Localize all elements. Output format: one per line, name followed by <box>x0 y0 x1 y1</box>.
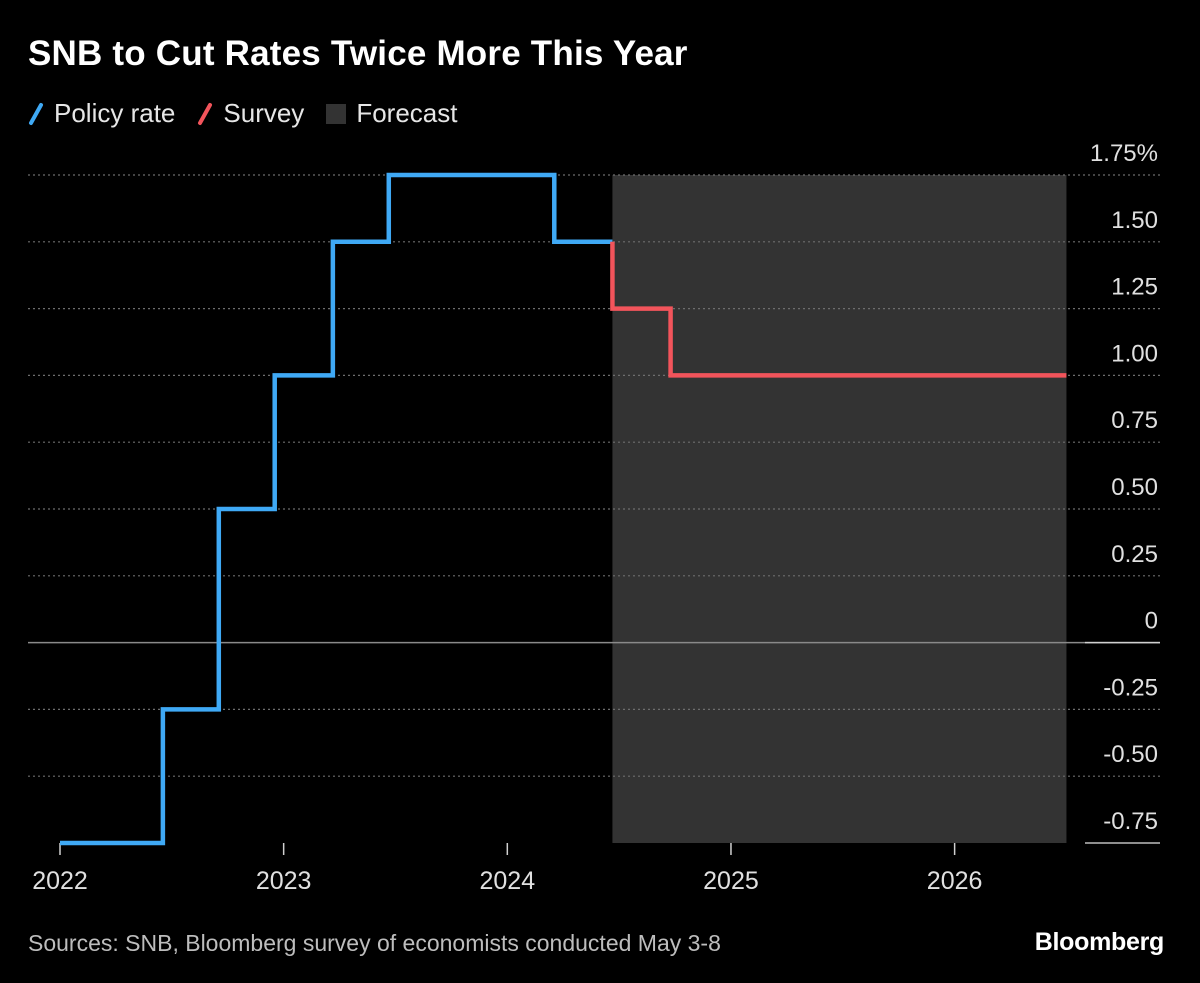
series-line-survey <box>610 241 1067 378</box>
gridlines <box>28 174 1160 844</box>
y-tick-label: 0.75 <box>1111 407 1158 434</box>
y-tick-label: -0.75 <box>1103 808 1158 835</box>
x-tick-label: 2026 <box>927 867 983 895</box>
y-axis: 1.75% 1.50 1.25 1.00 0.75 0.50 0.25 0 -0.25 -0.50… <box>1090 140 1158 835</box>
x-tick-label: 2023 <box>256 867 312 895</box>
x-axis: 2022 2023 2024 2025 2026 <box>32 843 982 895</box>
y-tick-label: 0.50 <box>1111 474 1158 501</box>
y-tick-label: -0.50 <box>1103 741 1158 768</box>
x-tick-label: 2025 <box>703 867 759 895</box>
y-tick-label: 0.25 <box>1111 541 1158 568</box>
legend-item-survey: Survey <box>197 98 304 129</box>
legend-label: Policy rate <box>54 98 176 128</box>
y-tick-label: 1.50 <box>1111 207 1158 234</box>
y-tick-label: 0 <box>1145 608 1158 635</box>
bloomberg-logo: Bloomberg <box>1034 928 1165 956</box>
legend-label: Survey <box>223 98 305 128</box>
legend-item-forecast: Forecast <box>326 98 457 129</box>
chart-title: SNB to Cut Rates Twice More This Year <box>28 34 688 73</box>
y-tick-label: 1.75% <box>1090 140 1158 167</box>
x-tick-label: 2022 <box>32 867 88 895</box>
series <box>60 172 1067 846</box>
legend: Policy rate Survey Forecast <box>28 98 479 129</box>
series-line-policy-rate <box>60 172 613 846</box>
y-tick-label: -0.25 <box>1103 674 1158 701</box>
y-tick-label: 1.25 <box>1111 274 1158 301</box>
legend-line-icon <box>198 102 213 125</box>
legend-item-policy-rate: Policy rate <box>28 98 175 129</box>
legend-label: Forecast <box>356 98 458 128</box>
legend-line-icon <box>29 102 43 125</box>
legend-box-icon <box>326 103 347 124</box>
x-tick-label: 2024 <box>479 867 535 895</box>
y-tick-label: 1.00 <box>1111 340 1158 367</box>
source-note: Sources: SNB, Bloomberg survey of econom… <box>28 930 721 956</box>
